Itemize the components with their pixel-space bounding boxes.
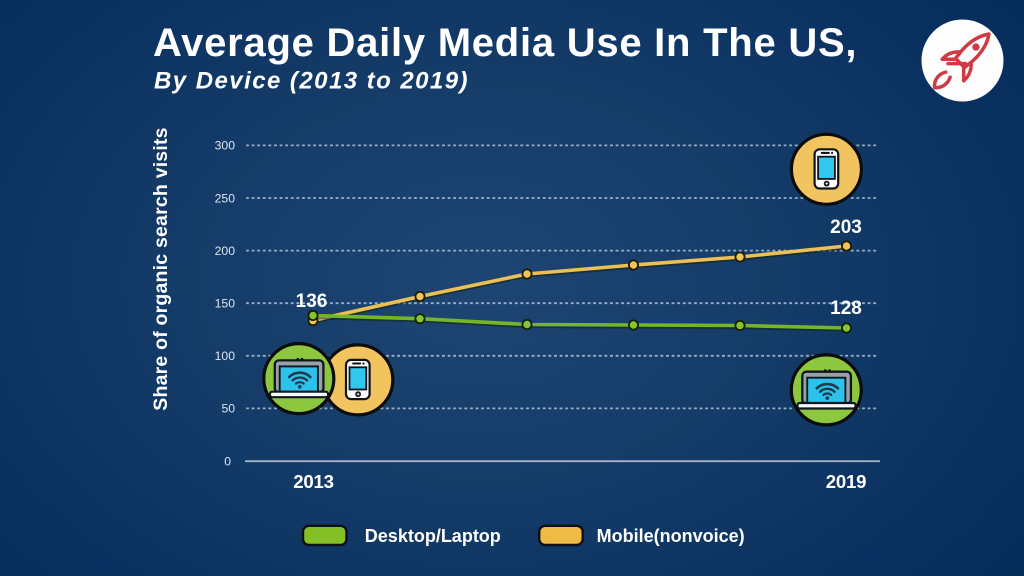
svg-text:200: 200 [215, 244, 236, 258]
svg-text:Share of organic search visits: Share of organic search visits [150, 127, 172, 410]
svg-text:250: 250 [215, 191, 236, 205]
svg-text:300: 300 [215, 139, 236, 153]
svg-text:0: 0 [224, 455, 231, 469]
svg-text:Average Daily Media Use In The: Average Daily Media Use In The US, [153, 21, 857, 65]
svg-text:50: 50 [221, 402, 235, 416]
svg-text:Desktop/Laptop: Desktop/Laptop [365, 526, 501, 546]
svg-text:By Device (2013 to 2019): By Device (2013 to 2019) [154, 68, 469, 95]
svg-text:136: 136 [296, 291, 328, 312]
svg-text:128: 128 [830, 298, 862, 319]
svg-text:203: 203 [830, 217, 862, 238]
svg-text:150: 150 [215, 297, 236, 311]
svg-text:Mobile(nonvoice): Mobile(nonvoice) [597, 526, 745, 546]
svg-text:100: 100 [215, 349, 236, 363]
svg-text:2013: 2013 [293, 471, 334, 492]
svg-text:2019: 2019 [826, 471, 867, 492]
